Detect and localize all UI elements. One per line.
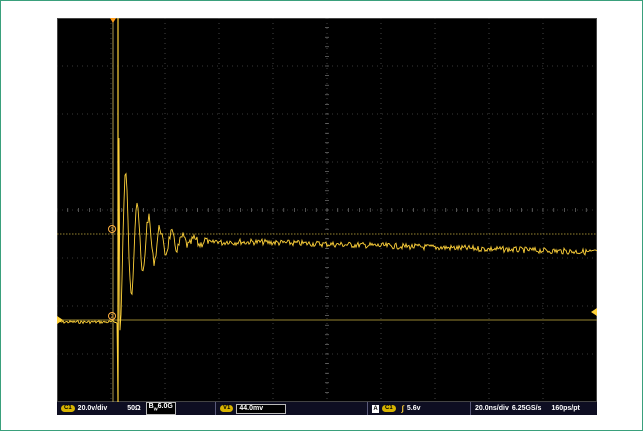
status-bar: C1 20.0v/div 50Ω Bw6.0G V1 44.0mv A C1 ∫… (57, 402, 597, 415)
trigger-position-icon (110, 18, 116, 23)
waveform-trace (56, 137, 598, 403)
cursor-marker-2: 2 (108, 312, 116, 320)
trigger-mode: A (372, 404, 379, 413)
trigger-level-icon (591, 308, 597, 316)
resolution: 160ps/pt (551, 405, 580, 412)
graticule-grid (56, 17, 597, 402)
trigger-settings[interactable]: A C1 ∫ 5.6v (367, 402, 472, 415)
cursor-badge: V1 (220, 405, 234, 412)
channel-badge: C1 (61, 405, 75, 412)
channel-reference-icon (57, 316, 63, 324)
oscilloscope-display[interactable]: 1 2 (56, 17, 598, 403)
cursor-value: 44.0mv (236, 403, 287, 414)
graticule-border (57, 18, 597, 402)
sample-rate: 6.25GS/s (511, 405, 542, 412)
cursor-marker-1-label: 1 (111, 227, 114, 233)
trigger-source-badge: C1 (382, 405, 396, 412)
trigger-level: 5.6v (406, 405, 421, 412)
cursor-marker-1: 1 (108, 225, 116, 233)
rising-edge-icon: ∫ (401, 404, 404, 413)
waveform-plot: 1 2 (56, 17, 598, 403)
channel-settings[interactable]: C1 20.0v/div 50Ω Bw6.0G (57, 402, 217, 415)
bandwidth-limit: Bw6.0G (145, 402, 176, 415)
cursor-readout[interactable]: V1 44.0mv (215, 402, 292, 415)
volts-per-div: 20.0v/div (77, 405, 108, 412)
impedance: 50Ω (127, 405, 141, 412)
timebase: 20.0ns/div (475, 405, 509, 412)
cursor-marker-2-label: 2 (111, 314, 114, 320)
timebase-settings[interactable]: 20.0ns/div 6.25GS/s 160ps/pt (470, 402, 602, 415)
